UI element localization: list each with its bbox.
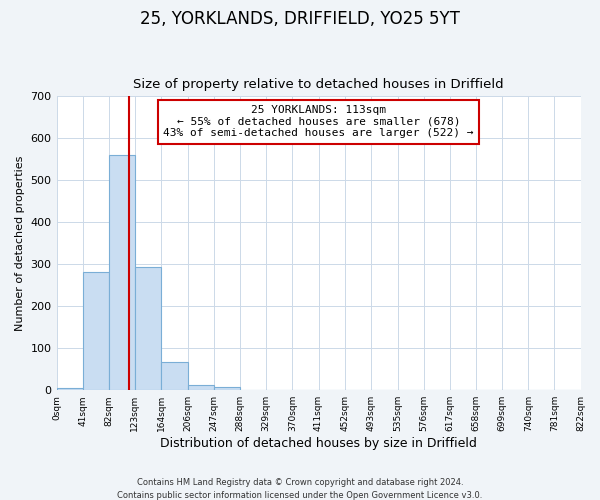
Bar	[214, 387, 240, 390]
Bar	[135, 267, 161, 390]
Bar	[109, 155, 135, 390]
X-axis label: Distribution of detached houses by size in Driffield: Distribution of detached houses by size …	[160, 437, 477, 450]
Bar	[161, 362, 188, 390]
Bar	[83, 272, 109, 390]
Bar	[188, 385, 214, 390]
Text: 25 YORKLANDS: 113sqm
← 55% of detached houses are smaller (678)
43% of semi-deta: 25 YORKLANDS: 113sqm ← 55% of detached h…	[163, 105, 474, 138]
Title: Size of property relative to detached houses in Driffield: Size of property relative to detached ho…	[133, 78, 504, 91]
Text: Contains HM Land Registry data © Crown copyright and database right 2024.
Contai: Contains HM Land Registry data © Crown c…	[118, 478, 482, 500]
Y-axis label: Number of detached properties: Number of detached properties	[15, 156, 25, 331]
Bar	[56, 388, 83, 390]
Text: 25, YORKLANDS, DRIFFIELD, YO25 5YT: 25, YORKLANDS, DRIFFIELD, YO25 5YT	[140, 10, 460, 28]
